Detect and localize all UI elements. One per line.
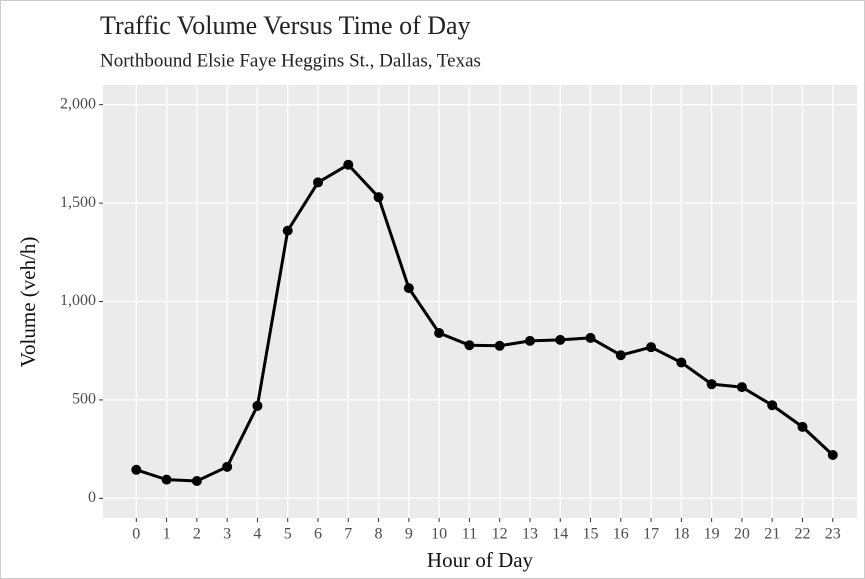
x-tick-label: 12 [492,526,508,543]
x-tick-label: 3 [223,526,231,543]
data-point [736,382,747,393]
data-point [524,335,535,346]
x-tick-label: 4 [253,526,261,543]
x-tick-label: 22 [794,526,810,543]
data-point [191,475,202,486]
y-tick-label: 1,000 [60,292,96,309]
x-tick-label: 21 [764,526,780,543]
x-tick-label: 8 [375,526,383,543]
data-point [827,450,838,461]
x-tick-label: 6 [314,526,322,543]
x-tick-label: 2 [193,526,201,543]
data-point [706,379,717,390]
x-tick-label: 15 [583,526,599,543]
x-axis-title: Hour of Day [427,548,534,572]
x-tick-label: 5 [284,526,292,543]
data-point [434,327,445,338]
chart-title: Traffic Volume Versus Time of Day [100,11,471,40]
x-tick-label: 14 [552,526,568,543]
x-tick-label: 23 [825,526,841,543]
data-point [131,464,142,475]
data-point [403,283,414,294]
data-point [767,400,778,411]
data-point [252,400,263,411]
data-point [161,474,172,485]
data-point [343,159,354,170]
x-tick-label: 7 [344,526,352,543]
x-tick-label: 20 [734,526,750,543]
y-tick-label: 1,500 [60,194,96,211]
x-tick-label: 13 [522,526,538,543]
data-point [615,350,626,361]
x-tick-label: 19 [704,526,720,543]
data-point [464,340,475,351]
y-axis-title: Volume (veh/h) [16,237,40,368]
data-point [494,340,505,351]
data-point [797,421,808,432]
data-line [135,163,834,483]
x-tick-label: 16 [613,526,629,543]
y-tick-label: 500 [72,391,96,408]
x-tick-label: 1 [163,526,171,543]
x-tick-label: 0 [132,526,140,543]
data-point [222,461,233,472]
chart-subtitle: Northbound Elsie Faye Heggins St., Dalla… [100,50,481,71]
x-tick-label: 18 [673,526,689,543]
data-point [282,225,293,236]
x-tick-label: 10 [431,526,447,543]
data-point [585,332,596,343]
data-point [555,334,566,345]
x-tick-label: 11 [462,526,477,543]
x-tick-label: 17 [643,526,659,543]
data-point [676,357,687,368]
x-tick-label: 9 [405,526,413,543]
y-tick-label: 0 [88,489,96,506]
data-point [646,342,657,353]
y-tick-label: 2,000 [60,95,96,112]
data-point [312,177,323,188]
data-point [373,192,384,203]
